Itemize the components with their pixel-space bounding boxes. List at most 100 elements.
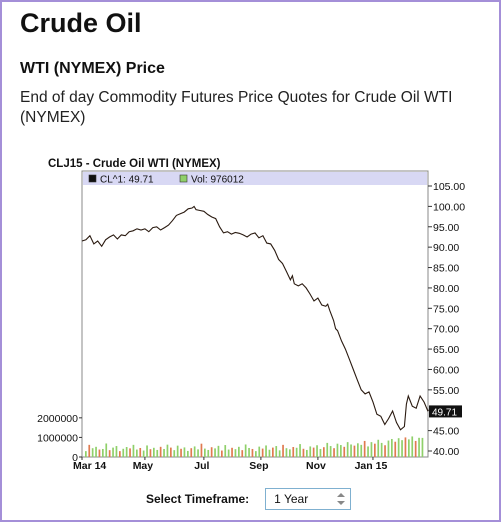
volume-bar — [299, 444, 301, 457]
volume-bar — [125, 447, 128, 457]
volume-bar — [333, 448, 335, 457]
timeframe-select[interactable]: 1 Year — [265, 488, 352, 510]
volume-bar — [241, 450, 244, 457]
volume-bar — [187, 450, 189, 457]
volume-bar — [255, 451, 257, 457]
spinner-arrows-icon[interactable] — [336, 492, 346, 506]
volume-bar — [323, 447, 325, 457]
volume-bar — [129, 448, 131, 457]
y-tick-label: 40.00 — [433, 446, 459, 458]
volume-bar — [122, 448, 125, 457]
volume-bar — [357, 443, 359, 457]
page-title: Crude Oil — [20, 8, 142, 38]
volume-bar — [88, 444, 91, 457]
volume-bar — [204, 448, 206, 457]
volume-bar — [214, 448, 216, 457]
y-tick-label: 55.00 — [433, 385, 459, 397]
y-tick-label: 75.00 — [433, 303, 459, 315]
legend-bar — [83, 172, 427, 185]
y-tick-label: 100.00 — [433, 201, 465, 213]
volume-bar — [414, 440, 417, 457]
volume-bar — [159, 446, 162, 457]
volume-bar — [251, 448, 254, 457]
last-value-label: 49.71 — [432, 407, 457, 418]
volume-bar — [248, 447, 250, 457]
volume-bar — [166, 444, 169, 457]
last-value-box — [429, 405, 462, 418]
y-tick-label: 105.00 — [433, 181, 465, 193]
volume-bar — [367, 446, 369, 457]
volume-bar — [343, 446, 346, 457]
volume-bar — [112, 447, 114, 457]
legend-swatch-0 — [88, 174, 97, 183]
volume-bar — [316, 445, 318, 457]
volume-bar — [282, 444, 284, 457]
volume-bar — [98, 449, 101, 457]
volume-bar — [227, 449, 230, 457]
volume-bar — [105, 443, 108, 457]
volume-bar — [146, 445, 148, 457]
plot-area — [81, 170, 429, 458]
volume-bar — [289, 449, 291, 457]
volume-bar — [418, 437, 420, 457]
y-tick-label: 85.00 — [433, 263, 459, 275]
legend-label-1: Vol: 976012 — [191, 175, 244, 186]
volume-bar — [346, 442, 349, 457]
volume-bar — [374, 443, 376, 457]
vol-tick-label: 0 — [72, 452, 78, 464]
x-tick-label: Sep — [249, 460, 268, 472]
x-tick-label: Jul — [194, 460, 209, 472]
volume-bar — [108, 450, 111, 457]
price-line — [81, 205, 429, 431]
volume-bar — [132, 444, 135, 457]
volume-bar — [180, 448, 182, 457]
volume-bar — [139, 447, 142, 457]
volume-bar — [149, 449, 152, 457]
volume-bar — [404, 437, 407, 457]
volume-bar — [411, 436, 414, 457]
volume-bar — [408, 439, 410, 457]
volume-bar — [102, 448, 104, 457]
volume-bar — [312, 447, 315, 457]
volume-bar — [353, 445, 356, 457]
y-tick-label: 90.00 — [433, 242, 459, 254]
volume-bar — [370, 442, 373, 457]
y-tick-label: 45.00 — [433, 426, 459, 438]
volume-bar — [401, 440, 403, 457]
volume-bar — [190, 448, 193, 457]
volume-bar — [292, 447, 295, 457]
volume-bar — [207, 449, 210, 457]
volume-bar — [176, 445, 179, 457]
volume-bar — [170, 447, 172, 457]
volume-bar — [261, 448, 264, 457]
volume-bar — [197, 449, 199, 457]
volume-bar — [193, 446, 196, 457]
volume-bar — [173, 450, 176, 457]
volume-bar — [244, 444, 247, 457]
volume-bar — [377, 439, 380, 457]
volume-bar — [285, 448, 288, 457]
volume-bar — [360, 444, 363, 457]
volume-bar — [156, 449, 159, 457]
volume-bar — [387, 440, 390, 457]
timeframe-value: 1 Year — [274, 492, 309, 506]
volume-bar — [224, 445, 227, 457]
volume-bar — [265, 445, 267, 457]
y-tick-label: 60.00 — [433, 364, 459, 376]
volume-bar — [275, 446, 278, 457]
volume-bar — [309, 446, 312, 457]
timeframe-row: Select Timeframe: 1 Year — [146, 488, 352, 510]
volume-bar — [91, 448, 94, 457]
volume-bar — [421, 437, 424, 457]
vol-tick-label: 1000000 — [37, 432, 78, 444]
volume-bar — [268, 449, 271, 457]
volume-bar — [153, 447, 155, 457]
volume-bar — [306, 449, 308, 457]
volume-bar — [302, 448, 305, 457]
volume-bar — [95, 446, 97, 457]
volume-bar — [319, 448, 322, 457]
volume-bar — [295, 447, 298, 457]
volume-bar — [397, 438, 400, 457]
volume-bar — [350, 444, 352, 457]
legend-swatch-1 — [179, 174, 188, 183]
